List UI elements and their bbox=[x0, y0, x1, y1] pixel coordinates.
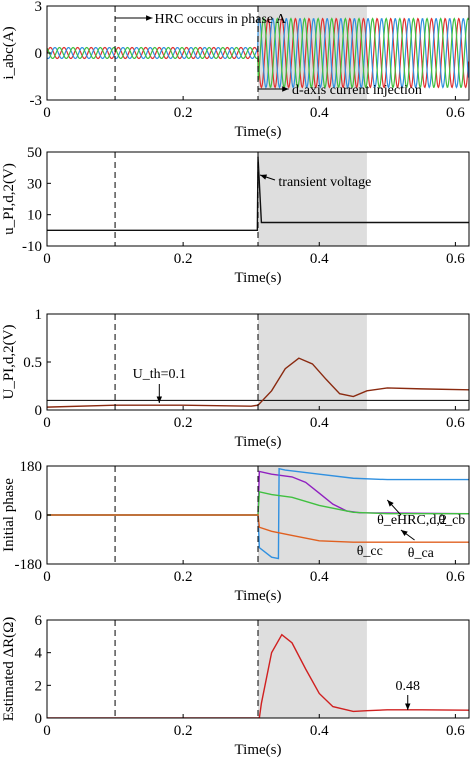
x-axis-label: Time(s) bbox=[235, 124, 282, 140]
y-tick-label: 3 bbox=[35, 0, 43, 15]
y-tick-label: 180 bbox=[20, 459, 43, 475]
y-axis-label: i_abc(A) bbox=[1, 26, 17, 79]
y-tick-label: 4 bbox=[35, 646, 43, 662]
shaded-region bbox=[258, 620, 367, 718]
x-tick-label: 0 bbox=[43, 415, 51, 431]
x-tick-label: 0 bbox=[43, 723, 51, 739]
shaded-region bbox=[258, 466, 367, 564]
x-tick-label: 0.6 bbox=[446, 105, 465, 121]
annotation-text: 0.48 bbox=[395, 679, 420, 694]
y-axis-label: u_PI,d,2(V) bbox=[1, 163, 17, 235]
x-tick-label: 0 bbox=[43, 569, 51, 585]
y-tick-label: 50 bbox=[27, 145, 42, 161]
y-tick-label: 6 bbox=[35, 613, 43, 629]
arrow-head bbox=[282, 86, 289, 92]
x-tick-label: 0.4 bbox=[310, 415, 329, 431]
x-tick-label: 0.2 bbox=[174, 415, 193, 431]
x-tick-label: 0.6 bbox=[446, 723, 465, 739]
panel-p3: 0 0.2 0.4 0.6 1 0.5 0 Time(s) U_PI,d,2(V) U_th=0.… bbox=[1, 307, 470, 450]
arrow-head bbox=[405, 703, 411, 710]
y-tick-label: 2 bbox=[35, 678, 43, 694]
y-axis-label: U_PI,d,2(V) bbox=[1, 325, 17, 400]
y-tick-label: 10 bbox=[27, 208, 42, 224]
y-tick-label: -10 bbox=[22, 239, 42, 255]
panel-p2: 0 0.2 0.4 0.6 50 30 10 -10 Time(s) u_PI,d,2(V) tra… bbox=[1, 145, 470, 286]
arrow-head bbox=[387, 500, 394, 507]
y-tick-label: 30 bbox=[27, 176, 42, 192]
arrow-head bbox=[400, 530, 408, 537]
y-tick-label: 0 bbox=[35, 711, 43, 727]
shaded-region bbox=[258, 152, 367, 246]
panel-p5: 0 0.2 0.4 0.6 6 4 2 0 Time(s) Estimated ΔR(Ω) 0.48 bbox=[1, 613, 470, 758]
y-tick-label: 0 bbox=[35, 46, 43, 62]
x-tick-label: 0 bbox=[43, 105, 51, 121]
annotation-text: HRC occurs in phase A bbox=[155, 12, 287, 27]
annotation-text: θ_ca bbox=[408, 546, 435, 561]
y-tick-label: 1 bbox=[35, 307, 43, 323]
x-tick-label: 0.6 bbox=[446, 569, 465, 585]
x-axis-label: Time(s) bbox=[235, 588, 282, 604]
plot-frame bbox=[46, 151, 470, 247]
arrow-head bbox=[260, 174, 268, 180]
y-axis-label: Initial phase bbox=[1, 478, 17, 552]
annotation-text: transient voltage bbox=[278, 175, 371, 190]
series-group bbox=[47, 357, 469, 408]
x-tick-label: 0.2 bbox=[174, 105, 193, 121]
arrow-head bbox=[156, 396, 163, 403]
y-tick-label: 0 bbox=[35, 508, 43, 524]
x-axis-label: Time(s) bbox=[235, 270, 282, 286]
x-tick-label: 0.4 bbox=[310, 569, 329, 585]
y-tick-label: -3 bbox=[30, 93, 43, 109]
x-tick-label: 0.4 bbox=[310, 251, 329, 267]
annotation-text: θ_eHRC,d,2 bbox=[377, 513, 447, 528]
annotation-text: θ_cc bbox=[357, 544, 383, 559]
annotation-text: U_th=0.1 bbox=[133, 367, 186, 382]
x-tick-label: 0.2 bbox=[174, 569, 193, 585]
shaded-region bbox=[258, 314, 367, 410]
y-tick-label: 0.5 bbox=[23, 355, 42, 371]
annotation-text: θ_cb bbox=[438, 513, 465, 528]
y-tick-label: -180 bbox=[15, 557, 43, 573]
series-line bbox=[47, 467, 469, 560]
series-line bbox=[47, 17, 469, 89]
x-tick-label: 0 bbox=[43, 251, 51, 267]
plot-frame bbox=[46, 619, 470, 719]
x-tick-label: 0.4 bbox=[310, 105, 329, 121]
x-tick-label: 0.6 bbox=[446, 415, 465, 431]
series-line bbox=[47, 357, 469, 408]
arrow-head bbox=[146, 15, 153, 21]
y-axis-label: Estimated ΔR(Ω) bbox=[1, 617, 17, 722]
y-tick-label: 0 bbox=[35, 403, 43, 419]
x-axis-label: Time(s) bbox=[235, 434, 282, 450]
x-axis-label: Time(s) bbox=[235, 742, 282, 758]
series-line bbox=[47, 633, 469, 718]
x-tick-label: 0.2 bbox=[174, 723, 193, 739]
x-tick-label: 0.4 bbox=[310, 723, 329, 739]
x-tick-label: 0.6 bbox=[446, 251, 465, 267]
series-group bbox=[47, 633, 469, 718]
annotation-text: d-axis current injection bbox=[292, 83, 422, 98]
x-tick-label: 0.2 bbox=[174, 251, 193, 267]
